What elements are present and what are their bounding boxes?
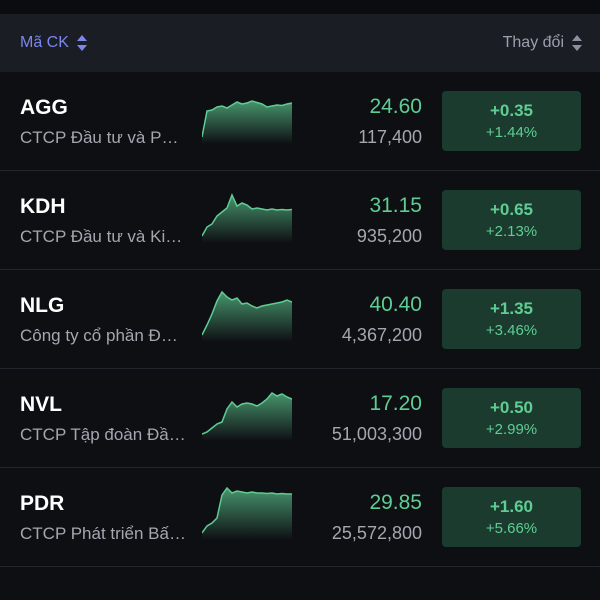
stock-volume: 935,200 <box>356 226 422 246</box>
change-value: +1.35 <box>489 299 533 318</box>
stock-ticker: KDH <box>20 195 66 218</box>
company-name: CTCP Tập đoàn Đầu tư Địa ốc No Va <box>20 425 186 444</box>
sparkline-chart <box>202 392 292 441</box>
sparkline-line <box>202 392 292 435</box>
change-value: +1.60 <box>489 497 533 516</box>
stock-row[interactable]: NVL CTCP Tập đoàn Đầu tư Địa ốc No Va 17… <box>0 369 600 468</box>
change-percent: +5.66% <box>485 520 538 537</box>
change-percent: +3.46% <box>485 322 538 339</box>
sparkline-line <box>202 100 292 138</box>
sparkline-area <box>202 393 292 441</box>
stock-volume: 51,003,300 <box>331 424 422 444</box>
stock-volume: 25,572,800 <box>331 523 422 543</box>
company-name: CTCP Phát triển Bất động sản Phát Đạt <box>20 524 186 543</box>
stock-price: 17.20 <box>369 392 422 415</box>
stock-row[interactable]: AGG CTCP Đầu tư và Phát triển Bất động s… <box>0 72 600 171</box>
stock-ticker: AGG <box>20 96 68 119</box>
company-name: CTCP Đầu tư và Kinh doanh Nhà Khang Điền <box>20 227 186 246</box>
stock-volume: 4,367,200 <box>341 325 422 345</box>
sparkline-chart <box>202 290 292 342</box>
status-strip <box>0 0 600 14</box>
change-value: +0.35 <box>489 101 533 120</box>
stock-price: 40.40 <box>369 293 422 316</box>
sparkline-area <box>202 488 292 540</box>
sparkline-line <box>202 290 292 336</box>
sparkline-chart <box>202 486 292 540</box>
stock-ticker: NVL <box>20 393 62 416</box>
change-percent: +2.13% <box>485 223 538 240</box>
change-column-label: Thay đổi <box>502 34 564 51</box>
symbol-column-label: Mã CK <box>20 34 69 51</box>
stock-price: 24.60 <box>369 95 422 118</box>
change-badge[interactable]: +0.50 +2.99% <box>442 388 581 448</box>
sort-arrows-icon <box>572 35 582 51</box>
stock-row[interactable]: NLG Công ty cổ phần Đầu tư Nam Long 40.4… <box>0 270 600 369</box>
sparkline-chart <box>202 193 292 243</box>
sparkline-area <box>202 195 292 243</box>
stock-list: AGG CTCP Đầu tư và Phát triển Bất động s… <box>0 72 600 567</box>
stock-ticker: PDR <box>20 492 65 515</box>
company-name: CTCP Đầu tư và Phát triển Bất động sản A… <box>20 128 186 147</box>
sparkline-chart <box>202 100 292 144</box>
change-badge[interactable]: +0.65 +2.13% <box>442 190 581 250</box>
sparkline-area <box>202 292 292 342</box>
change-percent: +2.99% <box>485 421 538 438</box>
sort-by-symbol-button[interactable]: Mã CK <box>20 34 87 52</box>
change-percent: +1.44% <box>485 124 538 141</box>
table-header: Mã CK Thay đổi <box>0 14 600 72</box>
stock-price: 31.15 <box>369 194 422 217</box>
change-value: +0.50 <box>489 398 533 417</box>
stock-row[interactable]: KDH CTCP Đầu tư và Kinh doanh Nhà Khang … <box>0 171 600 270</box>
sparkline-area <box>202 101 292 144</box>
sort-by-change-button[interactable]: Thay đổi <box>503 34 582 52</box>
change-badge[interactable]: +1.35 +3.46% <box>442 289 581 349</box>
stock-volume: 117,400 <box>358 127 422 147</box>
change-badge[interactable]: +0.35 +1.44% <box>442 91 581 151</box>
stock-ticker: NLG <box>20 294 65 317</box>
sparkline-line <box>202 193 292 237</box>
sparkline-line <box>202 486 292 534</box>
change-badge[interactable]: +1.60 +5.66% <box>442 487 581 547</box>
stock-price: 29.85 <box>369 491 422 514</box>
stock-row[interactable]: PDR CTCP Phát triển Bất động sản Phát Đạ… <box>0 468 600 567</box>
company-name: Công ty cổ phần Đầu tư Nam Long <box>20 326 186 345</box>
change-value: +0.65 <box>489 200 533 219</box>
sort-arrows-icon <box>76 35 87 51</box>
